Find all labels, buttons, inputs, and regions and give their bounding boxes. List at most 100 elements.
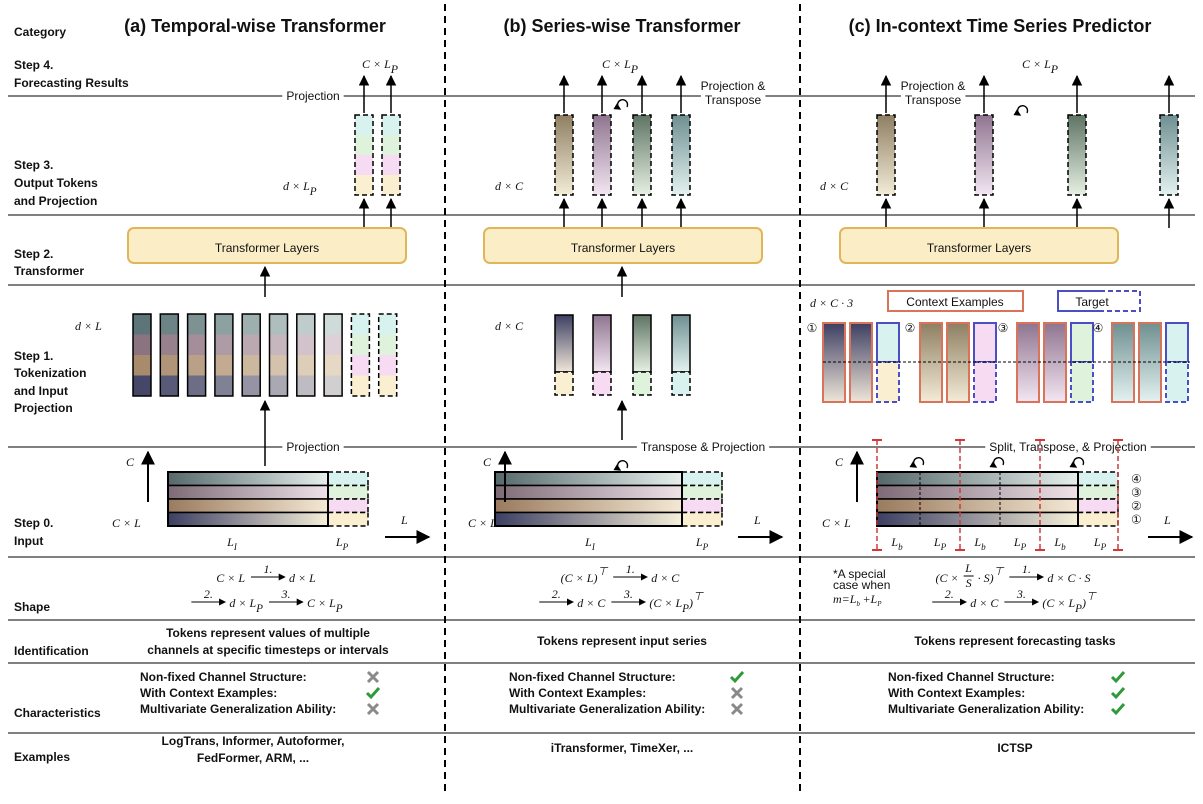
math-text: d × C <box>495 319 524 333</box>
input-border <box>494 471 683 527</box>
formula: (C × LS · S)⊤ 1. d × C · S <box>936 561 1091 590</box>
row-label: Shape <box>14 600 50 614</box>
input-border <box>167 471 329 527</box>
channel-axis-label: C <box>483 455 492 469</box>
math-text: C × L <box>307 596 336 610</box>
input-series <box>876 511 1079 527</box>
target-token <box>1165 322 1189 363</box>
math-label: C × LP <box>602 57 638 76</box>
label-background <box>985 439 1151 455</box>
characteristic-label: Multivariate Generalization Ability: <box>509 702 705 716</box>
math-text: d × C · 3 <box>810 296 853 310</box>
token-segment <box>378 355 397 376</box>
math-text: C × L <box>602 57 631 71</box>
math-sup: ⊤ <box>994 566 1005 578</box>
examples-text: iTransformer, TimeXer, ... <box>551 741 694 755</box>
row-label: Forecasting Results <box>14 76 129 90</box>
math-sub: P <box>1074 603 1082 615</box>
row-label: Projection <box>14 401 73 415</box>
input-token-horizon <box>592 371 612 396</box>
split-marker-caps <box>1035 439 1045 551</box>
token-segment <box>269 314 288 335</box>
projection-label: Transpose & Projection <box>641 440 765 454</box>
cross-icon <box>366 702 380 716</box>
math-text: L <box>695 535 703 549</box>
target-token-horizon <box>973 361 997 403</box>
math-sub: P <box>940 542 947 552</box>
token-segment <box>187 314 206 335</box>
loop-icon <box>909 457 925 468</box>
arrow-label: 3. <box>1016 587 1026 601</box>
math-label: C × L <box>468 516 497 530</box>
token-segment <box>214 355 233 376</box>
math-text: (C × <box>936 571 959 585</box>
token-segment <box>160 314 179 335</box>
group-marker: ② <box>905 321 916 335</box>
examples-text: FedFormer, ARM, ... <box>197 751 309 765</box>
input-series <box>494 484 683 500</box>
token-segment <box>133 314 151 335</box>
input-series <box>494 471 683 487</box>
context-label: Context Examples <box>906 295 1003 309</box>
math-label: LP <box>933 535 947 552</box>
math-text: L <box>1053 535 1061 549</box>
math-sub: b <box>981 542 986 552</box>
input-horizon <box>327 511 369 527</box>
math-sub: P <box>1050 62 1058 76</box>
token-segment <box>378 314 397 335</box>
input-token <box>132 313 152 397</box>
output-token <box>671 114 691 196</box>
math-sub: P <box>1020 542 1027 552</box>
row-label: Transformer <box>14 264 84 278</box>
math-label: d × C <box>820 179 849 193</box>
input-horizon <box>681 498 723 514</box>
math-sup: ⊤ <box>1086 591 1097 603</box>
math-sub: P <box>309 186 317 198</box>
formula: (C × L)⊤ 1. d × C <box>561 562 681 585</box>
formula: 2. d × C 3. (C × LP)⊤ <box>539 587 704 615</box>
column-title: (c) In-context Time Series Predictor <box>849 16 1152 36</box>
math-text: L <box>973 535 981 549</box>
output-token <box>974 114 994 196</box>
transformer-label: Transformer Layers <box>571 241 675 255</box>
time-axis-label: L <box>1163 513 1171 527</box>
input-token <box>214 313 234 397</box>
label-background <box>282 88 344 104</box>
split-marker-caps <box>955 439 965 551</box>
math-label: C × LP <box>1022 57 1058 76</box>
output-token <box>381 114 401 196</box>
examples-text: ICTSP <box>997 741 1032 755</box>
loop-icon <box>1069 457 1085 468</box>
math-label: LI <box>584 535 596 552</box>
column-title: (b) Series-wise Transformer <box>503 16 740 36</box>
channel-axis-label: C <box>126 455 135 469</box>
math-text: d × L <box>75 319 102 333</box>
time-axis-label: L <box>400 513 408 527</box>
math-label: C × LP <box>362 57 398 76</box>
token-segment <box>351 355 370 376</box>
projection-label: Projection <box>286 89 339 103</box>
characteristic-label: Non-fixed Channel Structure: <box>509 670 676 684</box>
math-sup: ⊤ <box>597 566 608 578</box>
input-horizon <box>1077 484 1119 500</box>
token-segment <box>351 314 370 335</box>
channel-marker: ① <box>1131 513 1142 527</box>
math-text: d × L <box>229 596 256 610</box>
formula: C × L 1. d × L <box>216 562 316 585</box>
input-horizon <box>327 484 369 500</box>
math-label: d × C <box>495 319 524 333</box>
fraction-denominator: S <box>966 576 972 590</box>
projection-label: Transpose <box>705 93 762 107</box>
check-icon <box>729 671 745 684</box>
input-series <box>876 498 1079 514</box>
arrow-label: 1. <box>626 562 635 576</box>
math-label: Lb <box>890 535 903 552</box>
input-series <box>167 471 329 487</box>
cross-icon <box>730 702 744 716</box>
row-label: Step 2. <box>14 247 53 261</box>
characteristic-label: Non-fixed Channel Structure: <box>888 670 1055 684</box>
identification-text: channels at specific timesteps or interv… <box>147 643 389 657</box>
projection-label: Transpose <box>905 93 962 107</box>
math-text: d × L <box>289 571 316 585</box>
